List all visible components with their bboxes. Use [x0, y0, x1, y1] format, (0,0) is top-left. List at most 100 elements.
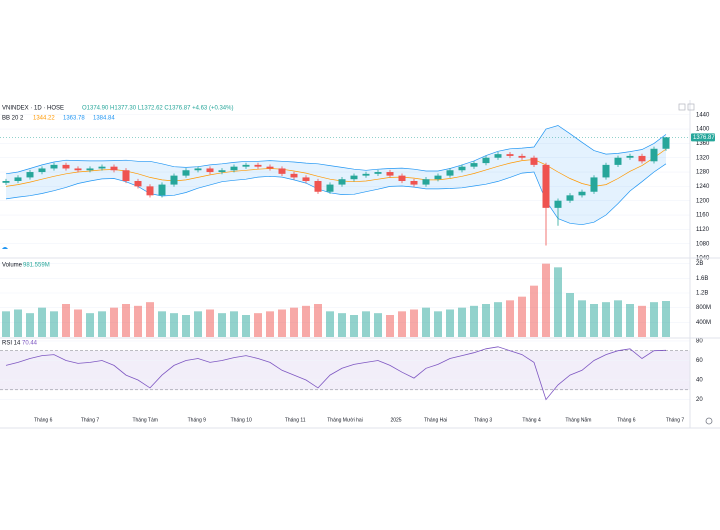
- bollinger-lower: [5, 163, 667, 226]
- volume-bar: [530, 285, 538, 337]
- candle-body: [638, 155, 646, 162]
- y-tick-label: 1.2B: [696, 291, 708, 297]
- candle-body: [86, 168, 94, 171]
- candle-body: [218, 170, 226, 173]
- candle-body: [14, 177, 22, 181]
- candle-body: [362, 173, 370, 176]
- x-tick-label: Tháng 3: [474, 417, 493, 423]
- candle-body: [110, 166, 118, 171]
- volume-bar: [566, 293, 574, 337]
- indicator-value: 1363.78: [63, 116, 85, 122]
- settings-button[interactable]: [705, 417, 713, 425]
- x-tick-label: Tháng 6: [34, 417, 53, 423]
- pane-button[interactable]: [687, 103, 695, 111]
- y-tick-label: 1360: [696, 141, 710, 147]
- candle-body: [590, 177, 598, 192]
- y-tick-label: 1280: [696, 170, 710, 176]
- candle-body: [374, 172, 382, 174]
- y-tick-label: 1320: [696, 155, 710, 161]
- x-tick-label: Tháng 9: [188, 417, 207, 423]
- x-tick-label: Tháng 7: [81, 417, 100, 423]
- volume-bar: [506, 300, 514, 337]
- candle-body: [434, 175, 442, 180]
- y-tick-label: 1120: [696, 227, 710, 233]
- candle-body: [650, 148, 658, 162]
- candle-body: [134, 181, 142, 187]
- candle-body: [398, 175, 406, 181]
- volume-label[interactable]: Volume: [2, 263, 23, 269]
- volume-bar: [266, 311, 274, 337]
- volume-bar: [146, 302, 154, 337]
- y-tick-label: 2B: [696, 261, 703, 267]
- pane-button[interactable]: [678, 103, 686, 111]
- y-tick-label: 400M: [696, 320, 711, 326]
- volume-bar: [182, 315, 190, 337]
- panes: 1040 1080 1120 1160 1200 1240 1280 1320 1360 1400…: [0, 112, 715, 423]
- y-tick-label: 1160: [696, 213, 710, 219]
- y-tick-label: 1440: [696, 112, 710, 118]
- indicator-value: 1344.22: [33, 116, 55, 122]
- volume-bar: [62, 304, 70, 337]
- candle-body: [614, 157, 622, 165]
- x-tick-label: Tháng Hai: [424, 417, 447, 423]
- volume-bar: [14, 309, 22, 337]
- candle-body: [338, 179, 346, 185]
- candle-body: [470, 163, 478, 167]
- rsi-label[interactable]: RSI 14: [2, 341, 21, 347]
- candle-body: [254, 164, 262, 167]
- volume-bar: [374, 313, 382, 337]
- indicator-value: 1384.84: [93, 116, 115, 122]
- symbol-title[interactable]: VNINDEX · 1D · HOSE: [2, 106, 64, 112]
- candle-body: [314, 181, 322, 192]
- volume-bar: [122, 304, 130, 337]
- bollinger-band-fill: [6, 125, 666, 225]
- volume-bar: [554, 267, 562, 337]
- candle-body: [326, 184, 334, 192]
- candle-body: [62, 164, 70, 169]
- volume-bar: [458, 307, 466, 337]
- y-tick-label: 40: [696, 378, 703, 384]
- volume-bar: [362, 311, 370, 337]
- volume-bar: [350, 315, 358, 337]
- candle-body: [38, 168, 46, 173]
- indicator-label[interactable]: BB 20 2: [2, 116, 24, 122]
- bollinger-upper: [5, 125, 667, 175]
- candle-body: [50, 164, 58, 169]
- volume-bar: [218, 313, 226, 337]
- volume-bar: [494, 302, 502, 337]
- y-tick-label: 80: [696, 339, 703, 345]
- candle-body: [530, 157, 538, 165]
- x-tick-label: Tháng 11: [285, 417, 306, 423]
- volume-bar: [86, 313, 94, 337]
- x-tick-label: Tháng 4: [522, 417, 541, 423]
- volume-bar: [422, 307, 430, 337]
- volume-bar: [134, 305, 142, 337]
- candle-body: [386, 172, 394, 176]
- volume-bar: [542, 263, 550, 337]
- volume-bar: [434, 311, 442, 337]
- candle-body: [194, 168, 202, 171]
- volume-bar: [230, 311, 238, 337]
- last-price-label: 1376.87: [693, 135, 715, 141]
- candle-body: [350, 175, 358, 180]
- candle-body: [266, 166, 274, 169]
- candle-body: [494, 154, 502, 158]
- candle-body: [2, 181, 10, 183]
- candle-body: [278, 168, 286, 174]
- volume-bar: [278, 309, 286, 337]
- y-tick-label: 1200: [696, 198, 710, 204]
- volume-bar: [98, 311, 106, 337]
- volume-bar: [74, 309, 82, 337]
- volume-bar: [158, 311, 166, 337]
- y-tick-label: 800M: [696, 305, 711, 311]
- candle-body: [290, 173, 298, 178]
- volume-bar: [614, 300, 622, 337]
- candle-body: [482, 157, 490, 164]
- volume-bar: [446, 309, 454, 337]
- volume-bar: [326, 311, 334, 337]
- volume-bar: [602, 302, 610, 337]
- volume-bar: [410, 309, 418, 337]
- volume-bar: [386, 315, 394, 337]
- volume-bar: [338, 313, 346, 337]
